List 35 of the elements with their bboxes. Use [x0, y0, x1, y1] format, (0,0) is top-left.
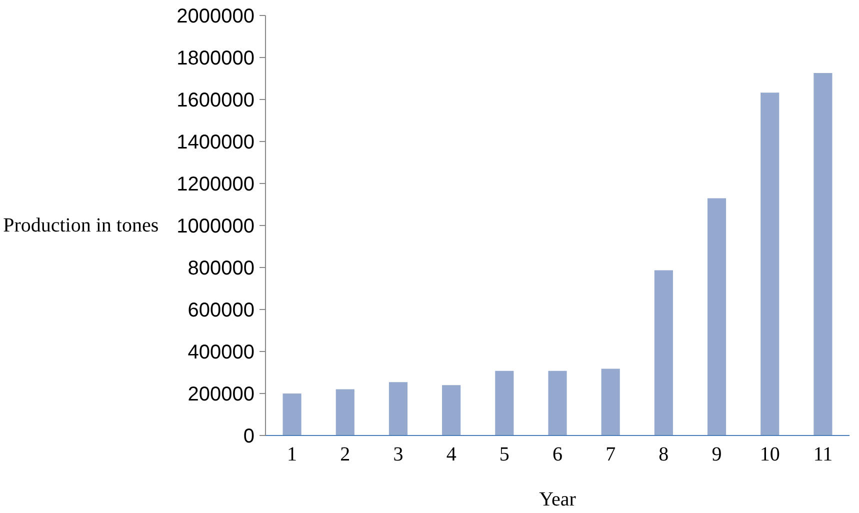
bar — [814, 73, 832, 436]
x-tick-label: 3 — [393, 444, 404, 466]
bar — [601, 368, 620, 436]
bar — [282, 394, 302, 436]
y-tick-label: 0 — [243, 426, 254, 448]
x-tick-label: 8 — [658, 444, 669, 466]
y-tick-label: 1800000 — [176, 48, 255, 70]
y-tick-label: 1400000 — [176, 132, 255, 154]
y-tick-label: 1600000 — [176, 90, 255, 112]
y-tick-label: 1000000 — [176, 216, 255, 238]
x-tick-label: 9 — [712, 444, 722, 466]
x-tick-label: 2 — [340, 444, 350, 466]
x-tick-label: 1 — [287, 444, 298, 466]
y-tick-label: 800000 — [188, 258, 255, 280]
x-tick-label: 7 — [606, 444, 616, 466]
bar — [707, 198, 726, 436]
bar — [388, 382, 408, 436]
y-tick-label: 600000 — [188, 300, 255, 322]
x-tick-label: 11 — [813, 444, 833, 466]
y-tick-label: 2000000 — [176, 6, 255, 28]
y-tick-label: 1200000 — [176, 174, 255, 196]
bar — [760, 92, 780, 436]
bar — [548, 370, 567, 436]
bar — [336, 389, 354, 436]
x-tick-label: 10 — [760, 444, 780, 466]
x-axis-title: Year — [539, 488, 576, 510]
x-tick-label: 4 — [446, 444, 456, 466]
x-tick-label: 6 — [552, 444, 562, 466]
y-axis-title: Production in tones — [3, 214, 159, 236]
y-tick-label: 200000 — [188, 384, 255, 406]
bar — [442, 385, 461, 436]
bar — [495, 370, 514, 436]
x-tick-label: 5 — [499, 444, 510, 466]
y-tick-label: 400000 — [188, 342, 255, 364]
bar — [654, 270, 673, 436]
